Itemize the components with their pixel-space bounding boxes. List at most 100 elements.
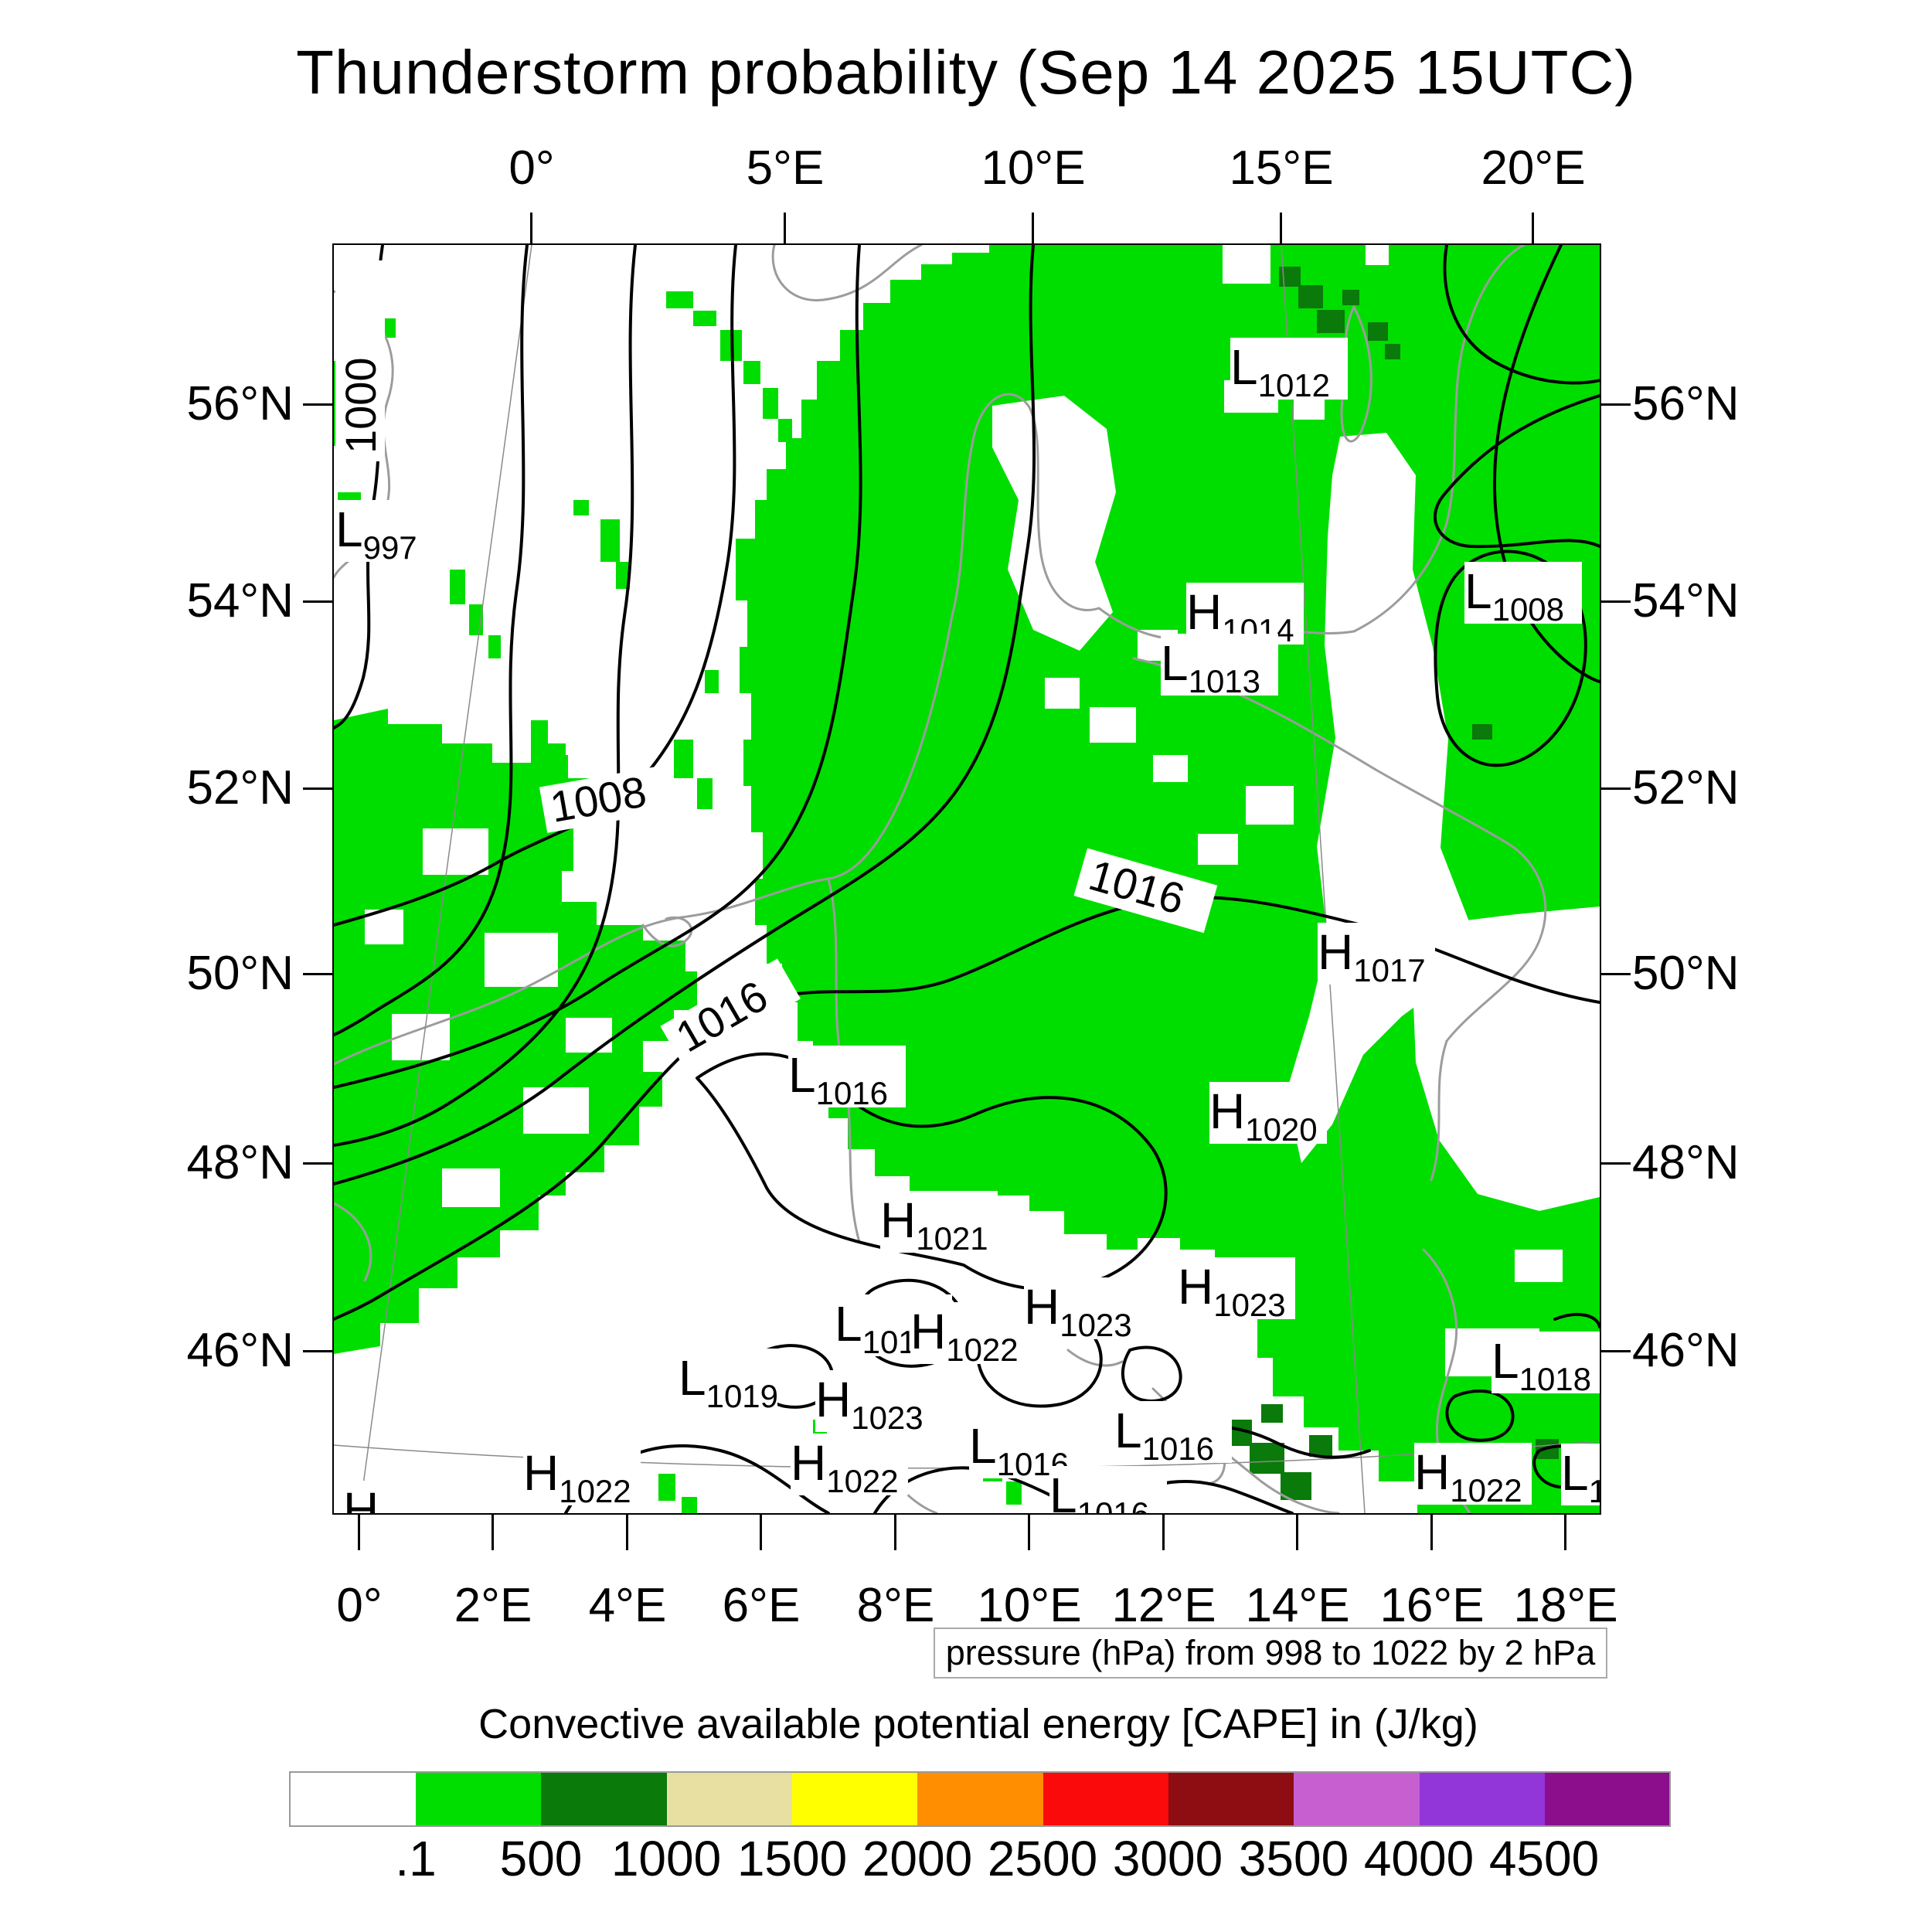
- pressure-marker-high: H1023: [1024, 1277, 1141, 1343]
- pressure-marker-high: H1023: [1178, 1257, 1295, 1323]
- axis-tick-top: [1532, 213, 1534, 245]
- svg-text:H1023: H1023: [1024, 1279, 1132, 1343]
- colorbar-cell: [416, 1773, 541, 1825]
- lon-label-bottom: 10°E: [977, 1579, 1082, 1632]
- pressure-marker-high: H1022: [523, 1444, 641, 1509]
- pressure-marker-low: L10: [1561, 1444, 1600, 1509]
- svg-text:L1016: L1016: [1114, 1403, 1214, 1467]
- lat-label-right: 52°N: [1632, 761, 1740, 815]
- lat-label-left: 50°N: [186, 947, 294, 1000]
- pressure-marker-low: L1016: [788, 1046, 906, 1111]
- lon-label-bottom: 16°E: [1379, 1579, 1485, 1632]
- axis-tick-left: [303, 787, 334, 790]
- pressure-marker-high: H1021: [880, 1191, 998, 1257]
- svg-text:H1023: H1023: [1178, 1259, 1286, 1323]
- axis-tick-bottom: [492, 1513, 494, 1550]
- pressure-marker-high: H1022: [1414, 1443, 1532, 1509]
- pressure-legend-note: pressure (hPa) from 998 to 1022 by 2 hPa: [934, 1628, 1607, 1679]
- pressure-marker-low: L1013: [1161, 634, 1278, 699]
- svg-text:H1022: H1022: [523, 1445, 631, 1509]
- axis-tick-right: [1600, 787, 1631, 790]
- axis-tick-top: [1280, 213, 1282, 245]
- svg-text:L10: L10: [1561, 1445, 1600, 1509]
- lon-label-bottom: 0°: [336, 1579, 383, 1632]
- axis-tick-top: [784, 213, 786, 245]
- pressure-marker-high: H1020: [1209, 1082, 1327, 1148]
- svg-text:H1020: H1020: [1209, 1083, 1318, 1148]
- svg-text:L1019: L1019: [679, 1350, 778, 1414]
- svg-text:H1022: H1022: [910, 1304, 1019, 1368]
- axis-tick-left: [303, 1350, 334, 1352]
- pressure-marker-low: L1016: [1049, 1466, 1167, 1513]
- lon-label-bottom: 6°E: [722, 1579, 801, 1632]
- isobar-label-1000: 1000: [335, 260, 385, 461]
- page-title: Thunderstorm probability (Sep 14 2025 15…: [296, 38, 1636, 107]
- svg-text:L1013: L1013: [1161, 635, 1260, 699]
- pressure-marker-low: L1018: [1492, 1332, 1600, 1397]
- axis-tick-top: [1032, 213, 1034, 245]
- map-canvas: 1000 1008 1016 1016 L997 L1012 H1014: [334, 245, 1600, 1513]
- lat-label-right: 46°N: [1632, 1324, 1740, 1377]
- map-frame: [332, 243, 1601, 1515]
- lon-label-top: 5°E: [746, 141, 825, 195]
- pressure-marker-low: L1012: [1230, 338, 1348, 403]
- lon-label-top: 0°: [509, 141, 555, 195]
- cape-colorbar: [289, 1771, 1671, 1827]
- lat-label-right: 50°N: [1632, 947, 1740, 1000]
- svg-text:H1022: H1022: [1414, 1444, 1522, 1509]
- pressure-marker-low: L1016: [1114, 1401, 1232, 1467]
- lon-label-bottom: 8°E: [856, 1579, 935, 1632]
- svg-text:L1012: L1012: [1230, 339, 1330, 403]
- axis-tick-right: [1600, 1162, 1631, 1165]
- axis-tick-right: [1600, 403, 1631, 406]
- colorbar-border: [289, 1771, 1671, 1827]
- lat-label-left: 54°N: [186, 574, 294, 628]
- colorbar-title: Convective available potential energy [C…: [478, 1701, 1478, 1747]
- svg-text:1000: 1000: [336, 357, 385, 454]
- lon-label-top: 10°E: [981, 141, 1086, 195]
- pressure-marker-high: H1017: [1318, 923, 1435, 988]
- svg-text:L1016: L1016: [1049, 1468, 1149, 1513]
- lat-label-left: 52°N: [186, 761, 294, 815]
- colorbar-tick-label: 2000: [862, 1831, 973, 1886]
- lon-label-bottom: 4°E: [588, 1579, 667, 1632]
- lat-label-left: 56°N: [186, 377, 294, 430]
- axis-tick-right: [1600, 973, 1631, 975]
- lon-label-bottom: 18°E: [1513, 1579, 1618, 1632]
- axis-tick-left: [303, 403, 334, 406]
- lat-label-left: 48°N: [186, 1136, 294, 1189]
- lon-label-top: 20°E: [1481, 141, 1586, 195]
- axis-tick-bottom: [1162, 1513, 1165, 1550]
- svg-text:H1023: H1023: [815, 1372, 923, 1436]
- lat-label-right: 56°N: [1632, 377, 1740, 430]
- colorbar-cell: [792, 1773, 917, 1825]
- colorbar-tick-label: 500: [499, 1831, 583, 1886]
- svg-text:H1021: H1021: [880, 1192, 988, 1257]
- axis-tick-right: [1600, 600, 1631, 603]
- colorbar-cell: [291, 1773, 416, 1825]
- lon-label-bottom: 14°E: [1245, 1579, 1350, 1632]
- pressure-marker-high: H1023: [815, 1370, 933, 1436]
- colorbar-tick-label: 3000: [1112, 1831, 1223, 1886]
- lon-label-bottom: 12°E: [1111, 1579, 1216, 1632]
- colorbar-tick-label: .1: [395, 1831, 437, 1886]
- axis-tick-bottom: [760, 1513, 762, 1550]
- pressure-marker-low: L1019: [679, 1349, 778, 1414]
- colorbar-tick-label: 4500: [1488, 1831, 1600, 1886]
- svg-text:L1016: L1016: [788, 1047, 888, 1111]
- axis-tick-bottom: [894, 1513, 896, 1550]
- pressure-markers: L997 L1012 H1014 L1013 L1008 H1017 L1016…: [335, 338, 1600, 1513]
- axis-tick-bottom: [626, 1513, 628, 1550]
- colorbar-cell: [917, 1773, 1043, 1825]
- colorbar-tick-label: 1000: [611, 1831, 722, 1886]
- colorbar-cell: [1043, 1773, 1168, 1825]
- lon-label-top: 15°E: [1229, 141, 1334, 195]
- colorbar-cell: [1294, 1773, 1420, 1825]
- axis-tick-bottom: [1296, 1513, 1298, 1550]
- colorbar-cell: [667, 1773, 792, 1825]
- pressure-marker-low: L997: [335, 500, 434, 566]
- pressure-marker-high: H1020: [343, 1481, 461, 1513]
- lon-label-bottom: 2°E: [454, 1579, 532, 1632]
- axis-tick-bottom: [358, 1513, 360, 1550]
